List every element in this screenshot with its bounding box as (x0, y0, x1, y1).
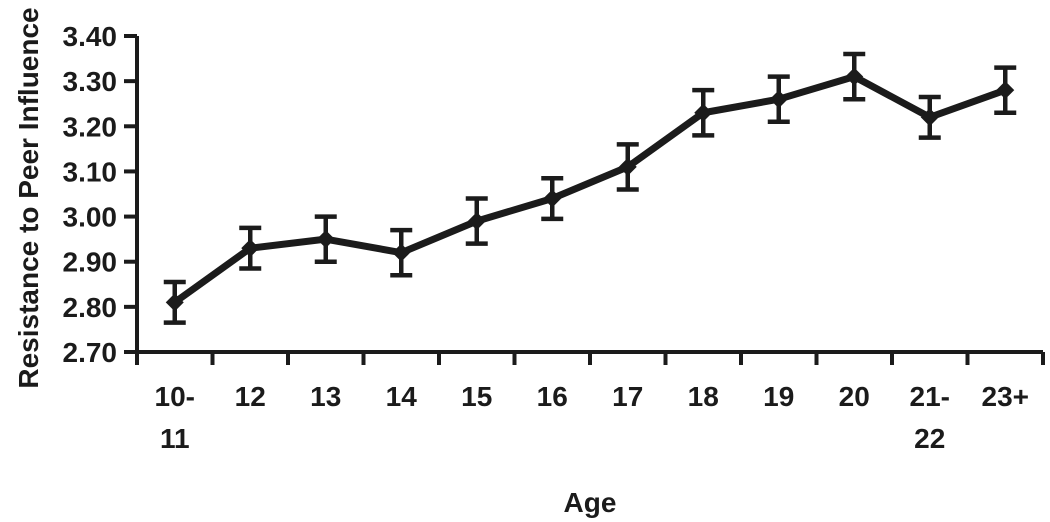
y-axis-title: Resistance to Peer Influence (13, 7, 44, 388)
y-tick-label: 3.10 (63, 156, 118, 187)
data-point-marker (769, 90, 788, 109)
x-tick-label: 17 (612, 381, 643, 412)
y-tick-label: 3.30 (63, 66, 118, 97)
x-tick-label: 12 (235, 381, 266, 412)
data-point-marker (920, 108, 939, 127)
data-point-marker (543, 189, 562, 208)
data-point-marker (694, 103, 713, 122)
y-tick-label: 3.40 (63, 21, 118, 52)
data-point-marker (618, 157, 637, 176)
x-tick-label: 14 (386, 381, 418, 412)
y-tick-label: 2.90 (63, 247, 118, 278)
data-point-marker (467, 212, 486, 231)
data-point-marker (845, 67, 864, 86)
x-tick-label: 23+ (982, 381, 1030, 412)
x-tick-label: 22 (914, 423, 945, 454)
y-tick-label: 3.00 (63, 202, 118, 233)
data-point-marker (241, 239, 260, 258)
x-tick-label: 10- (155, 381, 195, 412)
y-tick-label: 2.80 (63, 292, 118, 323)
data-point-marker (392, 243, 411, 262)
series-line (171, 73, 1009, 306)
x-tick-label: 13 (310, 381, 341, 412)
data-point-marker (996, 81, 1015, 100)
data-point-marker (316, 230, 335, 249)
x-tick-label: 15 (461, 381, 492, 412)
x-tick-label: 19 (763, 381, 794, 412)
x-axis-title: Age (564, 487, 617, 518)
x-tick-label: 16 (537, 381, 568, 412)
plot-area: 2.70 2.80 2.90 3.00 3.10 3.20 3.30 3.40 10- 11 12 1… (63, 21, 1045, 454)
x-tick-label: 21- (910, 381, 950, 412)
x-tick-label: 11 (160, 423, 190, 454)
x-tick-label: 20 (839, 381, 870, 412)
data-point-marker (165, 293, 184, 312)
x-tick-label: 18 (688, 381, 719, 412)
y-tick-label: 2.70 (63, 337, 118, 368)
y-tick-label: 3.20 (63, 111, 118, 142)
